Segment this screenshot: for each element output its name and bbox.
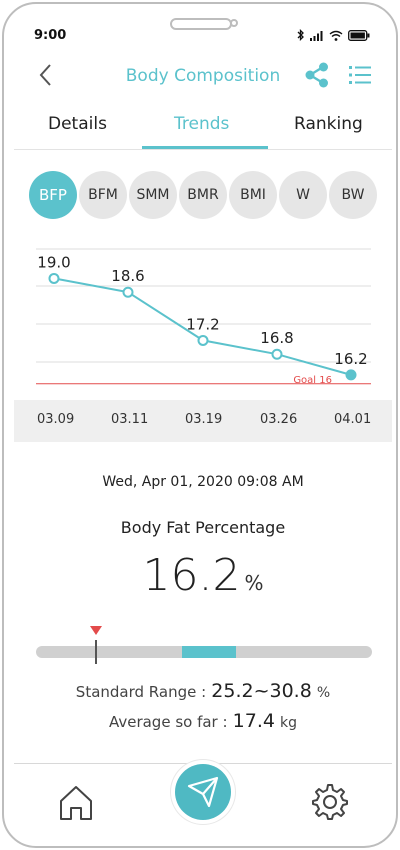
app-screen: Body Composition <box>14 44 392 844</box>
metric-unit: % <box>244 571 264 595</box>
gear-icon <box>312 784 348 820</box>
send-button-inner <box>175 764 231 820</box>
front-camera <box>230 19 238 27</box>
chip-bfm[interactable]: BFM <box>79 171 127 219</box>
data-point <box>345 369 357 381</box>
average-unit: kg <box>280 715 298 731</box>
data-label: 18.6 <box>111 267 144 285</box>
current-value-marker <box>94 640 97 664</box>
average-row: Average so far : 17.4 kg <box>14 710 392 732</box>
status-time: 9:00 <box>34 28 67 43</box>
metric-selector: BFP BFM SMM BMR BMI W BW <box>29 171 379 221</box>
chip-bw[interactable]: BW <box>329 171 377 219</box>
home-button[interactable] <box>56 782 96 822</box>
battery-icon <box>348 29 370 41</box>
page-title: Body Composition <box>125 66 281 86</box>
data-label: 17.2 <box>186 315 219 333</box>
send-button[interactable] <box>171 760 235 824</box>
home-icon <box>60 786 92 820</box>
tab-bar: Details Trends Ranking <box>14 106 392 150</box>
data-label: 16.8 <box>260 329 293 347</box>
speaker-slot <box>170 18 232 30</box>
data-point <box>122 286 134 298</box>
tab-ranking[interactable]: Ranking <box>294 114 363 134</box>
chip-w[interactable]: W <box>279 171 327 219</box>
date-label[interactable]: 04.01 <box>334 412 372 427</box>
data-point <box>271 348 283 360</box>
app-header: Body Composition <box>14 44 392 104</box>
marker-triangle-icon <box>89 626 102 635</box>
standard-range-label: Standard Range : <box>75 683 207 701</box>
chip-smm[interactable]: SMM <box>129 171 177 219</box>
average-label: Average so far : <box>108 713 228 731</box>
date-label[interactable]: 03.26 <box>260 412 298 427</box>
share-button[interactable] <box>304 62 330 88</box>
data-point <box>48 272 60 284</box>
data-label: 19.0 <box>37 253 70 271</box>
data-point <box>197 334 209 346</box>
standard-range-unit: % <box>316 685 331 701</box>
standard-range-fill <box>181 646 236 658</box>
date-label[interactable]: 03.19 <box>185 412 223 427</box>
trend-chart: Goal 16 19.0 18.6 17.2 16.8 16.2 <box>36 248 371 386</box>
menu-button[interactable] <box>348 64 372 86</box>
active-tab-indicator <box>142 146 268 149</box>
data-label: 16.2 <box>334 350 367 368</box>
status-icons <box>297 29 370 41</box>
date-label[interactable]: 03.11 <box>111 412 149 427</box>
measurement-timestamp: Wed, Apr 01, 2020 09:08 AM <box>102 474 304 490</box>
back-button[interactable] <box>34 60 58 90</box>
share-icon <box>305 62 328 88</box>
settings-button[interactable] <box>310 782 350 822</box>
chip-bfp[interactable]: BFP <box>29 171 77 219</box>
date-label[interactable]: 03.09 <box>37 412 75 427</box>
signal-icon <box>310 30 323 41</box>
metric-value: 16.2 <box>142 550 241 601</box>
date-axis: 03.09 03.11 03.19 03.26 04.01 <box>14 400 392 442</box>
wifi-icon <box>329 30 343 41</box>
metric-name: Body Fat Percentage <box>120 518 286 537</box>
paper-plane-icon <box>187 776 219 808</box>
goal-label: Goal 16 <box>293 375 332 386</box>
chip-bmr[interactable]: BMR <box>179 171 227 219</box>
metric-value-row: 16.2% <box>14 550 392 601</box>
chevron-left-icon <box>39 64 51 86</box>
average-value: 17.4 <box>232 710 275 732</box>
standard-range-row: Standard Range : 25.2~30.8 % <box>14 680 392 702</box>
standard-range-value: 25.2~30.8 <box>211 680 312 702</box>
chip-bmi[interactable]: BMI <box>229 171 277 219</box>
list-menu-icon <box>349 66 371 84</box>
tab-details[interactable]: Details <box>48 114 107 134</box>
tab-trends[interactable]: Trends <box>174 114 230 134</box>
range-bar <box>36 626 372 664</box>
bluetooth-icon <box>297 29 304 41</box>
